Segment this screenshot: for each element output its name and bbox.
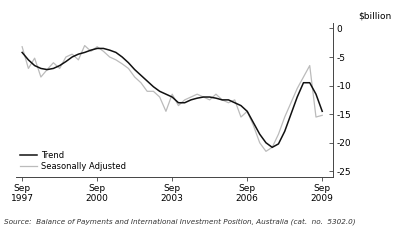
Text: Source:  Balance of Payments and International Investment Position, Australia (c: Source: Balance of Payments and Internat… [4, 218, 356, 225]
Text: $billion: $billion [358, 11, 391, 20]
Legend: Trend, Seasonally Adjusted: Trend, Seasonally Adjusted [20, 151, 126, 171]
